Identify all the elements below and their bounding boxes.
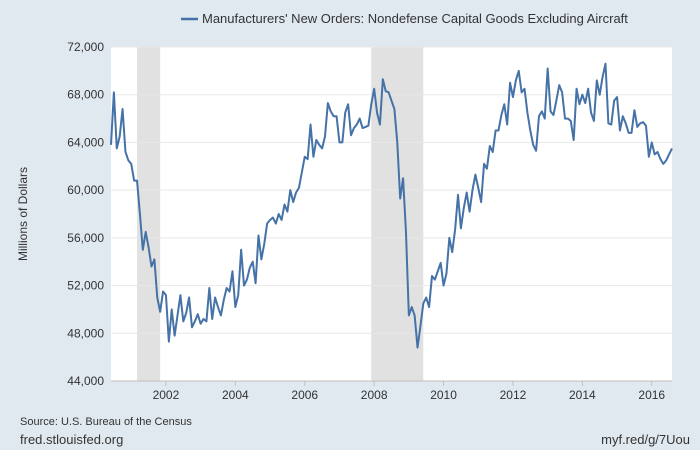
- x-tick-label: 2004: [222, 388, 249, 402]
- x-tick-label: 2016: [638, 388, 665, 402]
- legend-label: Manufacturers' New Orders: Nondefense Ca…: [202, 11, 628, 26]
- y-tick-label: 48,000: [67, 326, 104, 340]
- x-tick-label: 2006: [291, 388, 318, 402]
- x-axis: 2002 2004 2006 2008 2010 2012 2014 2016: [111, 380, 672, 402]
- site-link[interactable]: fred.stlouisfed.org: [20, 432, 124, 447]
- x-tick-label: 2010: [430, 388, 457, 402]
- y-tick-label: 52,000: [67, 279, 104, 293]
- y-tick-label: 64,000: [67, 135, 104, 149]
- y-tick-label: 68,000: [67, 88, 104, 102]
- legend: Manufacturers' New Orders: Nondefense Ca…: [181, 11, 628, 26]
- series-line: [110, 62, 673, 349]
- y-tick-label: 44,000: [67, 374, 104, 388]
- recession-band: [137, 47, 161, 381]
- x-tick-label: 2008: [361, 388, 388, 402]
- y-tick-label: 72,000: [67, 40, 104, 54]
- x-tick-label: 2014: [569, 388, 596, 402]
- x-tick-label: 2002: [153, 388, 180, 402]
- y-tick-label: 60,000: [67, 183, 104, 197]
- short-link[interactable]: myf.red/g/7Uou: [601, 432, 690, 447]
- y-axis-label: Millions of Dollars: [16, 167, 30, 261]
- recession-bands: [137, 47, 424, 381]
- y-tick-label: 56,000: [67, 231, 104, 245]
- source-note: Source: U.S. Bureau of the Census: [20, 416, 192, 428]
- series-layer: [110, 62, 673, 349]
- y-axis: 44,000 48,000 52,000 56,000 60,000 64,000 68,0…: [67, 40, 104, 388]
- x-tick-label: 2012: [500, 388, 527, 402]
